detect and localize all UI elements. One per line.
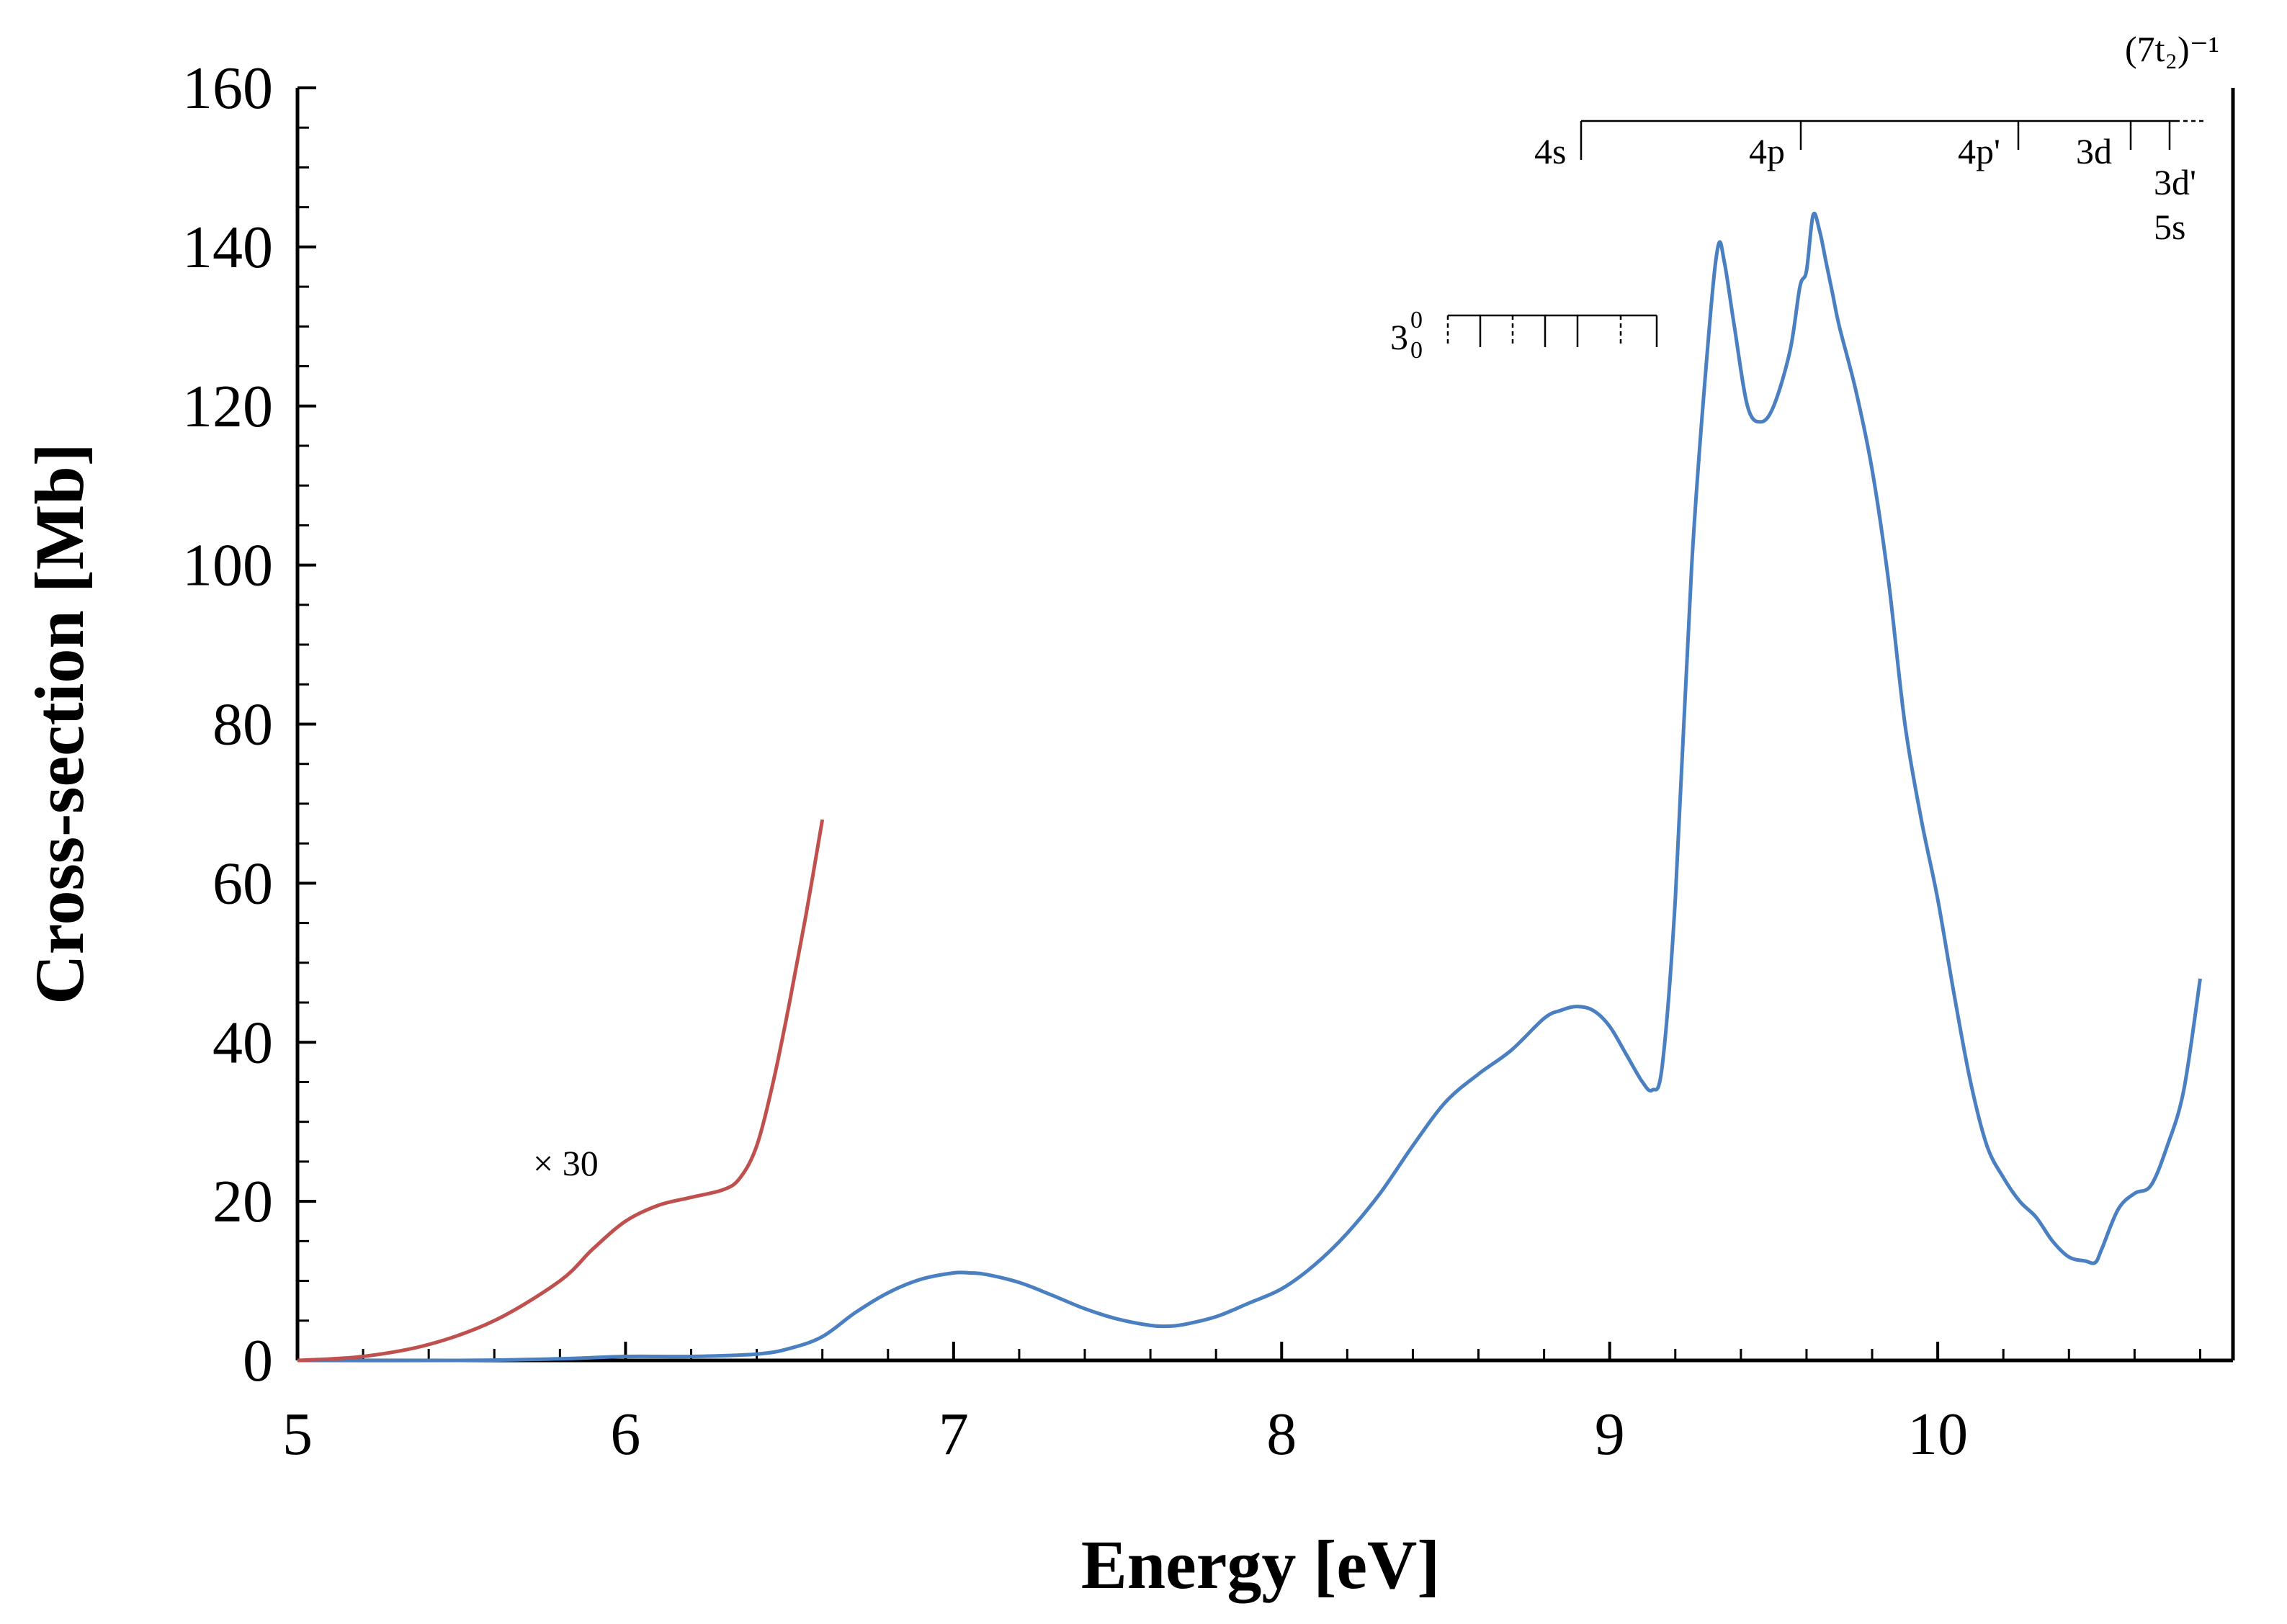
rydberg-label-4s: 4s <box>1534 131 1566 171</box>
vibrational-subscript: 0 <box>1410 337 1423 364</box>
x-tick-label: 5 <box>282 1401 313 1468</box>
series-line-red <box>297 819 825 1363</box>
vibrational-superscript: 0 <box>1410 307 1423 333</box>
y-axis-title: Cross-section [Mb] <box>21 443 98 1004</box>
y-tick-label: 160 <box>182 55 273 122</box>
y-ticks: 0 20 40 60 80 100 120 140 160 <box>182 55 316 1394</box>
y-tick-label: 120 <box>182 373 273 440</box>
y-tick-label: 100 <box>182 532 273 599</box>
rydberg-label-5s: 5s <box>2154 207 2185 247</box>
y-tick-label: 60 <box>212 850 273 917</box>
y-tick-label: 40 <box>212 1009 273 1076</box>
rydberg-label-3d: 3d <box>2076 131 2112 171</box>
x-tick-label: 9 <box>1595 1401 1625 1468</box>
vibrational-comb <box>1446 314 1658 347</box>
x-tick-label: 10 <box>1907 1401 1968 1468</box>
rydberg-label-4p-prime: 4p' <box>1958 131 2000 171</box>
x-tick-label: 8 <box>1266 1401 1297 1468</box>
vibrational-label: 3 <box>1390 317 1408 357</box>
x-axis-title: Energy [eV] <box>1081 1526 1441 1603</box>
series-line-blue <box>297 212 2202 1363</box>
y-tick-label: 140 <box>182 214 273 281</box>
rydberg-comb <box>1580 120 2204 160</box>
y-tick-label: 0 <box>243 1327 273 1394</box>
y-tick-label: 80 <box>212 691 273 758</box>
rydberg-label-3d-prime: 3d' <box>2154 162 2196 202</box>
scale-annotation: × 30 <box>533 1143 599 1183</box>
rydberg-label-4p: 4p <box>1749 131 1785 171</box>
x-tick-label: 6 <box>610 1401 640 1468</box>
x-tick-label: 7 <box>939 1401 969 1468</box>
ionization-label: (7t₂)⁻¹ <box>2125 29 2219 69</box>
y-tick-label: 20 <box>212 1168 273 1235</box>
x-ticks: 5 6 7 8 9 10 <box>282 1342 2201 1468</box>
